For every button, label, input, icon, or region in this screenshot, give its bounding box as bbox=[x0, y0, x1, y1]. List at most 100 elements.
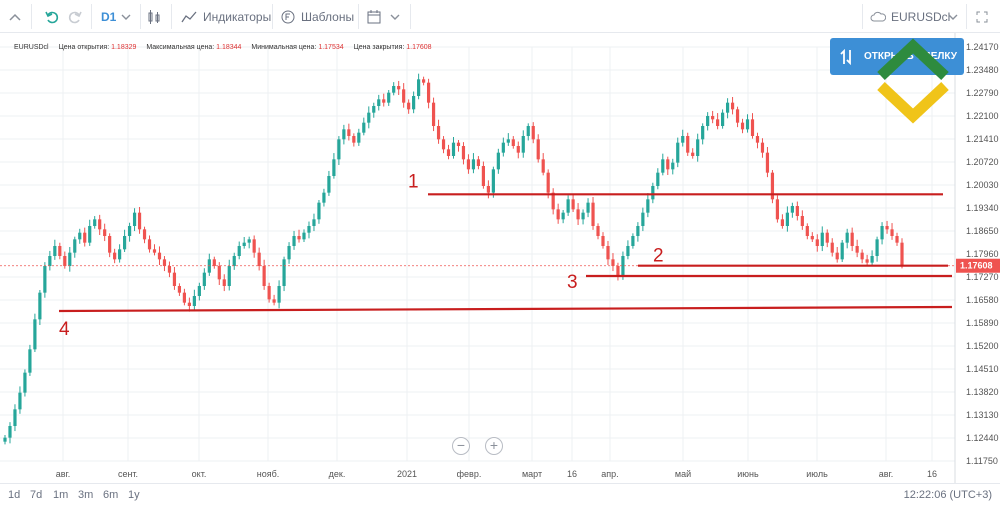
candle-body bbox=[372, 106, 376, 113]
candle-body bbox=[417, 79, 421, 96]
y-tick-label: 1.23480 bbox=[966, 65, 999, 75]
candle-body bbox=[496, 152, 500, 170]
chevron-down-icon[interactable] bbox=[948, 0, 958, 33]
candle-body bbox=[132, 212, 137, 226]
x-tick-label: нояб. bbox=[257, 469, 280, 479]
candle-body bbox=[601, 236, 605, 246]
legend-high: Максимальная цена: 1.18344 bbox=[146, 44, 242, 51]
candle-body bbox=[611, 259, 615, 266]
zoom-in-button[interactable]: + bbox=[485, 437, 503, 455]
y-tick-label: 1.12440 bbox=[966, 433, 999, 443]
chevron-down-icon[interactable] bbox=[390, 0, 400, 33]
collapse-icon[interactable] bbox=[8, 0, 22, 33]
candles-icon[interactable] bbox=[147, 0, 161, 33]
candle-body bbox=[725, 102, 730, 113]
candle-body bbox=[711, 116, 715, 120]
candle-body bbox=[402, 89, 406, 103]
redo-icon[interactable] bbox=[67, 0, 83, 33]
templates-icon bbox=[281, 10, 295, 23]
level-label-4: 4 bbox=[59, 319, 70, 340]
level-label-1: 1 bbox=[408, 171, 419, 192]
candle-body bbox=[58, 246, 62, 256]
x-tick-label: сент. bbox=[118, 469, 138, 479]
candle-body bbox=[397, 86, 401, 90]
range-7d[interactable]: 7d bbox=[30, 489, 43, 501]
candle-body bbox=[531, 126, 535, 140]
divider bbox=[140, 4, 141, 29]
candle-body bbox=[721, 112, 725, 126]
candle-body bbox=[147, 239, 152, 250]
candle-body bbox=[33, 319, 37, 350]
templates-button[interactable]: Шаблоны bbox=[281, 0, 354, 33]
candle-body bbox=[352, 136, 356, 143]
candle-body bbox=[606, 246, 610, 260]
candle-body bbox=[516, 146, 520, 153]
expand-icon[interactable] bbox=[975, 0, 989, 33]
candle-body bbox=[222, 279, 226, 286]
candle-body bbox=[123, 236, 127, 250]
candle-body bbox=[656, 172, 660, 186]
candle-body bbox=[322, 192, 326, 203]
chevron-down-icon[interactable] bbox=[121, 0, 131, 33]
candle-body bbox=[362, 122, 366, 133]
candle-body bbox=[282, 259, 286, 286]
candle-body bbox=[302, 232, 306, 240]
candle-body bbox=[760, 142, 765, 153]
range-1d[interactable]: 1d bbox=[8, 489, 21, 501]
range-1m[interactable]: 1m bbox=[53, 489, 69, 501]
candle-body bbox=[810, 236, 814, 240]
candle-body bbox=[800, 216, 804, 226]
candle-body bbox=[162, 259, 167, 266]
candle-body bbox=[262, 266, 266, 286]
candle-body bbox=[187, 302, 191, 306]
y-tick-label: 1.22790 bbox=[966, 88, 999, 98]
chart-area[interactable]: 1.24170 1.23480 1.22790 1.22100 1.21410 1.207… bbox=[0, 33, 1000, 483]
candle-body bbox=[566, 199, 570, 213]
candle-body bbox=[73, 239, 77, 253]
x-tick-label: июнь bbox=[737, 469, 759, 479]
candle-body bbox=[626, 246, 630, 256]
candle-body bbox=[113, 252, 117, 260]
open-position-label: ОТКРЫТЬ СДЕЛКУ bbox=[864, 51, 957, 62]
candle-body bbox=[441, 139, 446, 150]
candle-body bbox=[137, 212, 142, 230]
range-3m[interactable]: 3m bbox=[78, 489, 94, 501]
candle-body bbox=[536, 139, 540, 160]
candle-body bbox=[342, 129, 346, 140]
candle-body bbox=[456, 142, 461, 146]
zoom-out-button[interactable]: − bbox=[452, 437, 470, 455]
indicators-button[interactable]: Индикаторы bbox=[181, 0, 271, 33]
candle-body bbox=[870, 256, 874, 263]
candle-body bbox=[511, 139, 515, 146]
timeframe-select[interactable]: D1 bbox=[101, 9, 117, 24]
candle-body bbox=[646, 199, 650, 213]
candle-body bbox=[900, 242, 904, 266]
legend-close: Цена закрытия: 1.17608 bbox=[353, 44, 432, 51]
x-tick-label: февр. bbox=[457, 469, 482, 479]
symbol-select[interactable]: EURUSDcl bbox=[870, 0, 950, 33]
candle-body bbox=[775, 199, 780, 220]
candle-body bbox=[651, 186, 655, 200]
undo-icon[interactable] bbox=[44, 0, 60, 33]
candle-body bbox=[237, 246, 241, 256]
candle-body bbox=[815, 239, 819, 246]
candle-body bbox=[392, 86, 396, 93]
candle-body bbox=[501, 142, 505, 153]
candle-body bbox=[790, 206, 794, 213]
y-tick-label: 1.15200 bbox=[966, 341, 999, 351]
candle-body bbox=[521, 136, 525, 153]
y-tick-label: 1.17960 bbox=[966, 249, 999, 259]
price-chart[interactable]: 1.24170 1.23480 1.22790 1.22100 1.21410 1.207… bbox=[0, 33, 1000, 483]
candle-body bbox=[327, 176, 331, 193]
range-1y[interactable]: 1y bbox=[128, 489, 140, 501]
calendar-icon[interactable] bbox=[367, 0, 381, 33]
legend-open: Цена открытия: 1.18329 bbox=[58, 44, 137, 51]
candle-body bbox=[666, 159, 670, 170]
candle-body bbox=[8, 426, 12, 438]
candle-body bbox=[43, 266, 47, 293]
candle-body bbox=[431, 102, 436, 126]
range-6m[interactable]: 6m bbox=[103, 489, 119, 501]
candle-body bbox=[476, 159, 481, 166]
candle-body bbox=[387, 92, 391, 103]
legend-low: Минимальная цена: 1.17534 bbox=[251, 44, 344, 51]
